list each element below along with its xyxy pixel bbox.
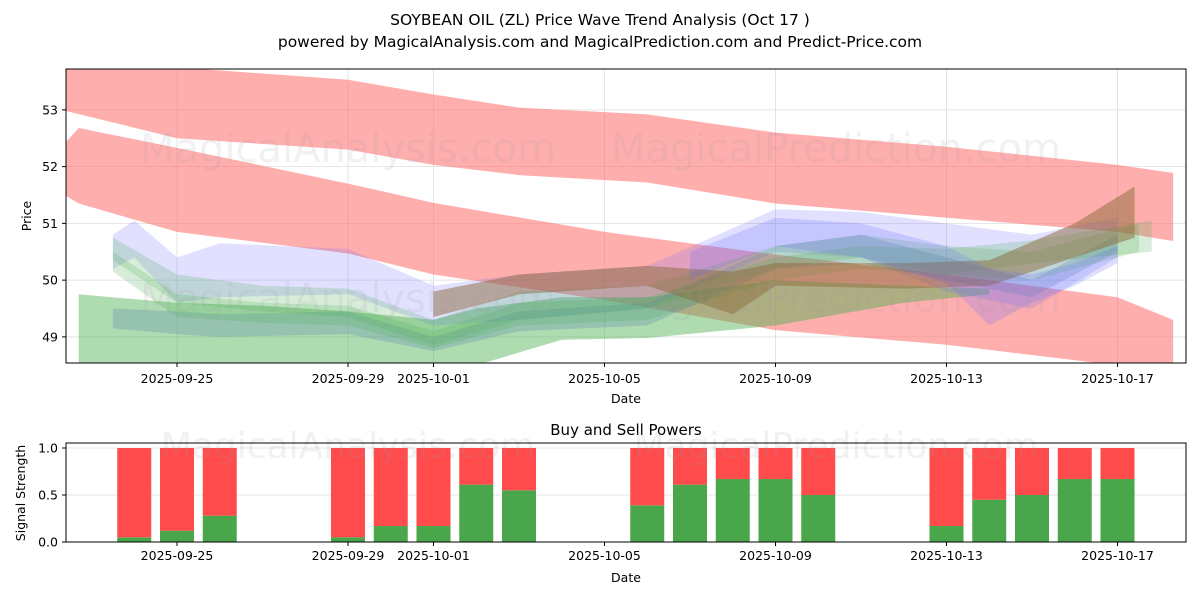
price-y-axis-label: Price [19,200,34,231]
chart-title: SOYBEAN OIL (ZL) Price Wave Trend Analys… [390,11,810,29]
watermark-analysis-3: MagicalAnalysis.com [161,426,535,467]
sell-bar [459,448,494,485]
buy-bar [715,479,750,542]
price-x-tick-label: 2025-10-01 [397,371,470,386]
signal-x-axis-label: Date [611,570,641,585]
buy-sell-title: Buy and Sell Powers [550,421,702,439]
sell-bar [929,448,964,527]
sell-bar [202,448,237,516]
sell-bar [673,448,707,485]
watermark-prediction: MagicalPrediction.com [611,126,1061,172]
sell-bar [373,448,408,527]
signal-x-ticks: 2025-09-25 2025-09-29 2025-10-01 2025-10-05… [141,542,1154,563]
buy-sell-chart: Buy and Sell Powers MagicalAnalysis.com … [13,421,1187,585]
signal-x-tick-label: 2025-09-25 [141,548,214,563]
sell-bar [416,448,451,527]
support-band [78,280,990,363]
wave-band-brown [433,186,1135,317]
buy-bar [117,537,152,542]
buy-bar [929,526,964,542]
sell-bar [1100,448,1135,480]
price-x-tick-label: 2025-10-05 [568,371,641,386]
signal-axes-frame [65,442,1187,543]
price-x-tick-label: 2025-09-29 [312,371,385,386]
chart-subtitle: powered by MagicalAnalysis.com and Magic… [278,33,922,51]
buy-bar [630,505,665,542]
price-bands [66,69,1174,363]
upper-resistance-band [66,69,1174,241]
sell-bar [715,448,750,480]
buy-bar [459,484,494,542]
signal-x-tick-label: 2025-09-29 [312,548,385,563]
watermark-prediction-3: MagicalPrediction.com [634,426,1039,467]
buy-bar [673,484,707,542]
sell-bar [331,448,365,538]
buy-bar [1100,479,1135,542]
buy-bar [758,479,793,542]
wave-band-blue-1 [112,209,1118,326]
price-y-tick-label: 49 [42,329,58,344]
sell-bar [502,448,536,491]
wave-band-violet [690,217,1118,326]
buy-bar [1057,479,1092,542]
signal-x-tick-label: 2025-10-09 [739,548,812,563]
sell-bar [630,448,665,506]
wave-band-green-2 [112,220,1152,349]
price-axes-frame [65,68,1187,364]
buy-bar [160,530,194,542]
price-x-axis-label: Date [611,391,641,406]
sell-bar [1057,448,1092,480]
signal-y-tick-label: 0.0 [38,535,58,550]
sell-bar [801,448,836,495]
sell-bar [972,448,1007,500]
buy-bar [1015,495,1049,542]
price-x-tick-label: 2025-09-25 [141,371,214,386]
buy-bar [202,515,237,542]
buy-bar [416,526,451,542]
price-x-tick-label: 2025-10-17 [1081,371,1154,386]
buy-bar [972,499,1007,542]
price-y-tick-label: 50 [42,273,58,288]
watermark-analysis-2: MagicalAnalysis.com [140,276,556,322]
buy-bar [331,537,365,542]
price-y-tick-label: 53 [42,102,58,117]
signal-bars [117,448,1135,542]
buy-bar [502,490,536,542]
signal-y-axis-label: Signal Strength [13,445,28,541]
signal-x-tick-label: 2025-10-05 [568,548,641,563]
signal-x-tick-label: 2025-10-01 [397,548,470,563]
buy-bar [801,495,836,542]
sell-bar [117,448,152,538]
price-y-ticks: 49 50 51 52 53 [42,102,66,344]
sell-bar [160,448,194,531]
signal-y-tick-label: 0.5 [38,488,58,503]
watermark-prediction-2: MagicalPrediction.com [611,276,1061,322]
signal-y-ticks: 0.0 0.5 1.0 [38,441,66,550]
lower-resistance-band [66,128,1174,363]
sell-bar [758,448,793,480]
price-y-tick-label: 52 [42,159,58,174]
signal-y-tick-label: 1.0 [38,441,58,456]
sell-bar [1015,448,1049,495]
price-x-ticks: 2025-09-25 2025-09-29 2025-10-01 2025-10-05… [141,363,1154,386]
price-y-tick-label: 51 [42,216,58,231]
wave-band-green-1 [112,223,1139,346]
buy-bar [373,526,408,542]
price-x-tick-label: 2025-10-09 [739,371,812,386]
price-x-tick-label: 2025-10-13 [910,371,983,386]
signal-x-tick-label: 2025-10-17 [1081,548,1154,563]
watermark-analysis: MagicalAnalysis.com [140,126,556,172]
price-wave-chart: MagicalAnalysis.com MagicalPrediction.co… [19,68,1187,406]
signal-x-tick-label: 2025-10-13 [910,548,983,563]
